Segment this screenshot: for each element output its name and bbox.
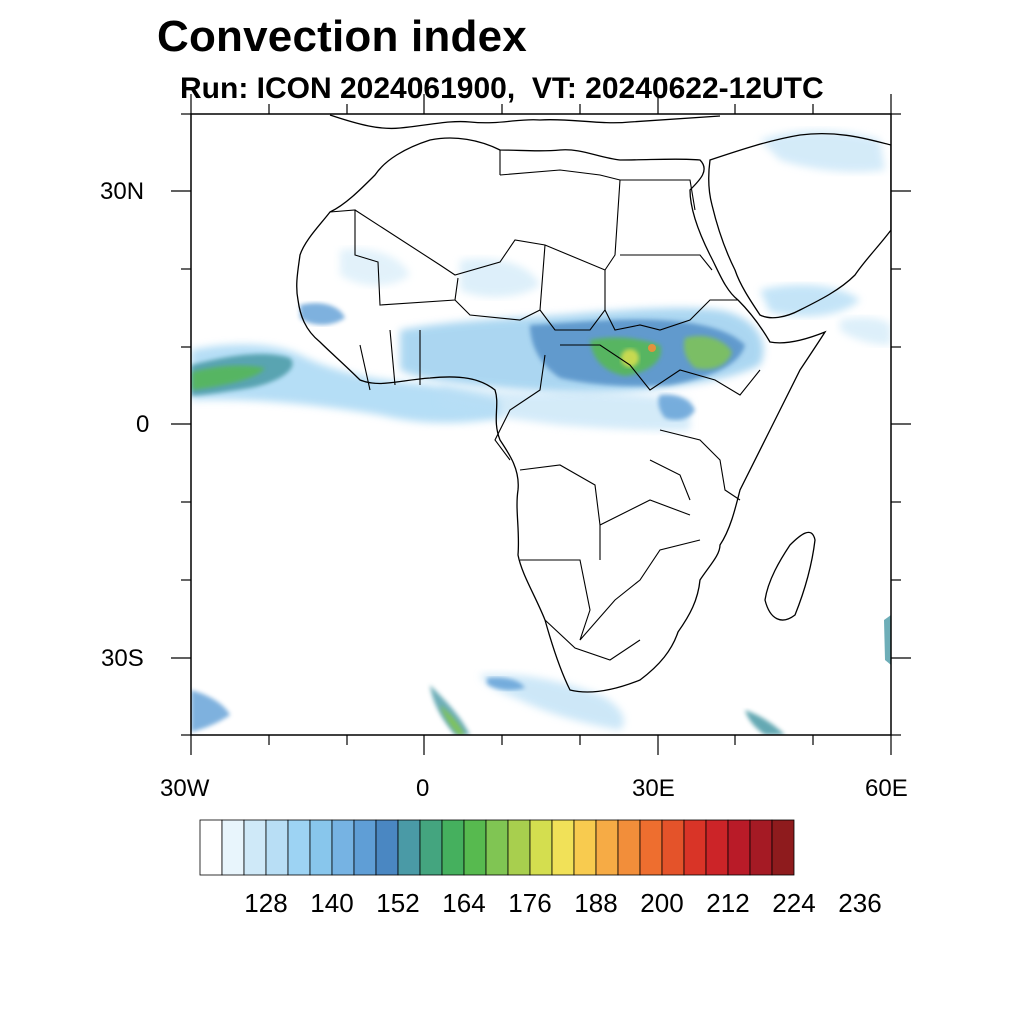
southwest-corner (191, 690, 230, 732)
coastlines (296, 114, 891, 693)
sahel-green-2 (684, 335, 732, 370)
sahel-orange (648, 344, 656, 352)
country-borders (329, 150, 761, 661)
lake-victoria-cells (658, 394, 695, 420)
senegal-cells (300, 303, 345, 325)
lon-label-60e: 60E (865, 775, 908, 802)
south-atlantic-front-green (440, 705, 465, 735)
europe-coast (329, 114, 721, 130)
sahara-scatter-1 (460, 258, 540, 297)
sahara-scatter-2 (340, 248, 410, 286)
africa-coastline (296, 137, 827, 693)
central-africa-band (440, 385, 690, 431)
convection-field (191, 130, 891, 735)
chart-title: Convection index (157, 12, 527, 61)
lon-label-30w: 30W (160, 775, 210, 802)
chart-subtitle: Run: ICON 2024061900, VT: 20240622-12UTC (180, 72, 824, 105)
lat-label-30n: 30N (100, 178, 145, 205)
lat-label-30s: 30S (101, 645, 144, 672)
madagascar-coastline (764, 531, 816, 621)
lon-label-30e: 30E (632, 775, 675, 802)
sahel-yellow (621, 349, 639, 367)
arabia-scatter (760, 130, 885, 172)
lon-label-0: 0 (416, 775, 430, 802)
indian-ocean-cells (840, 317, 891, 345)
south-atlantic-front (430, 685, 470, 735)
cape-front-core (487, 677, 525, 691)
yemen-cells (760, 284, 860, 317)
arabia-coastline (708, 132, 891, 319)
map-ticks (171, 94, 911, 755)
atlantic-itcz-green (192, 365, 265, 390)
southeast-front (745, 710, 785, 735)
far-east-strip (884, 615, 891, 665)
lat-label-0: 0 (136, 411, 150, 438)
map-frame (190, 113, 892, 736)
